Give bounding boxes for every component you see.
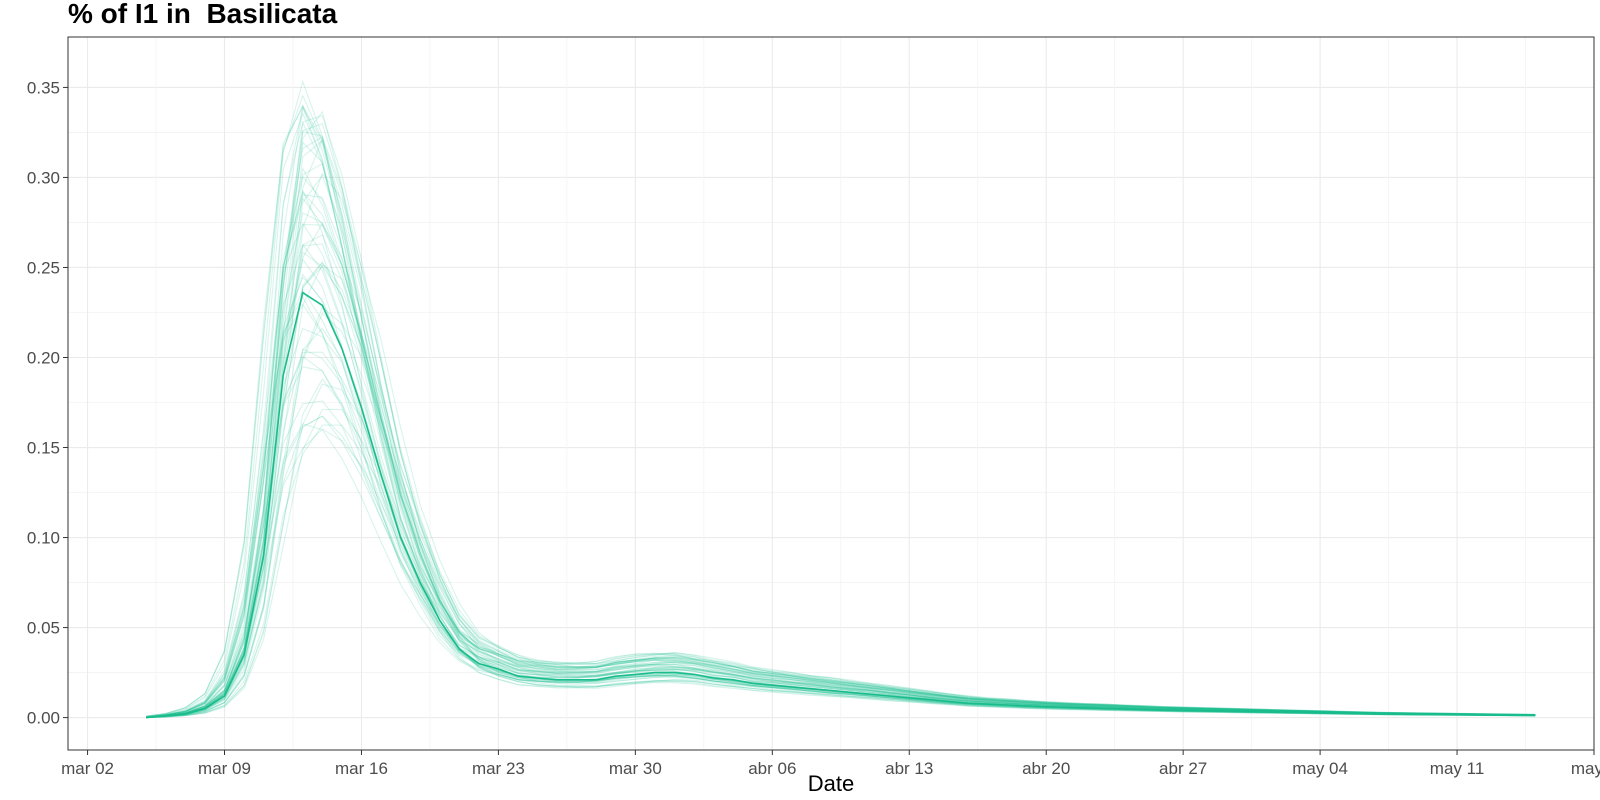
x-tick-label: abr 13 [885,759,933,778]
ensemble-series-line [146,261,1536,719]
ensemble-series-line [146,115,1536,719]
ensemble-series-line [146,175,1536,718]
ensemble-series-line [146,424,1536,719]
ensemble-series-line [146,257,1536,719]
ensemble-series-line [146,222,1536,718]
plot-panel [68,37,1594,750]
y-tick-label: 0.15 [27,439,60,458]
y-tick-label: 0.35 [27,78,60,97]
chart-title: % of I1 in Basilicata [68,0,338,29]
plot-border [67,36,1595,751]
ensemble-series-line [146,306,1536,719]
ensemble-series-line [146,94,1536,717]
x-axis: mar 02 mar 09 mar 16 mar 23 mar 30 abr 06 abr … [61,750,1600,778]
x-tick-label: may 11 [1430,759,1485,778]
ensemble-series-line [146,263,1536,719]
x-tick-label: mar 09 [198,759,251,778]
x-tick-label: abr 20 [1022,759,1070,778]
ensemble-series-line [146,251,1536,719]
ensemble-series-line [146,105,1536,717]
ensemble-series-line [146,197,1536,718]
ensemble-series-line [146,265,1536,719]
ensemble-series-line [146,312,1536,719]
ensemble-series-line [146,190,1536,718]
ensemble-series-line [146,222,1536,719]
x-tick-label: abr 06 [748,759,796,778]
y-tick-label: 0.05 [27,619,60,638]
y-tick-label: 0.20 [27,348,60,367]
highlight-line [146,291,1536,719]
ensemble-series-line [146,122,1536,719]
x-tick-label: mar 16 [335,759,388,778]
y-tick-label: 0.25 [27,258,60,277]
highlight-series-line [146,291,1536,719]
x-tick-label: mar 23 [472,759,525,778]
y-tick-label: 0.00 [27,709,60,728]
ensemble-series-line [146,172,1536,719]
ensemble-series-line [146,212,1536,719]
x-tick-label: mar 02 [61,759,114,778]
ensemble-series-line [146,136,1536,719]
x-tick-label: mar 30 [609,759,662,778]
y-tick-label: 0.10 [27,529,60,548]
grid-lines [68,37,1595,750]
y-tick-label: 0.30 [27,168,60,187]
x-tick-label: may 04 [1292,759,1348,778]
x-tick-label: may 1 [1571,759,1600,778]
ensemble-series-line [146,223,1536,719]
ensemble-series-line [146,261,1536,719]
ensemble-series-line [146,141,1536,719]
ensemble-series-line [146,104,1536,718]
y-axis: 0.00 0.05 0.10 0.15 0.20 0.25 0.30 0.35 [27,78,68,728]
ensemble-series-line [146,104,1536,717]
x-tick-label: abr 27 [1159,759,1207,778]
x-axis-title: Date [808,771,854,796]
ensemble-series-line [146,428,1536,718]
